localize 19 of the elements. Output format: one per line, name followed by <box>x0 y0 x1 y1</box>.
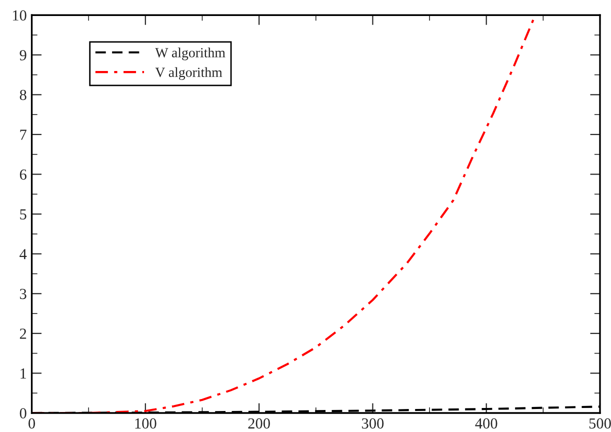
x-tick-label: 500 <box>589 418 611 429</box>
x-tick-label: 100 <box>135 418 156 429</box>
y-tick-label: 2 <box>20 328 26 339</box>
x-tick-label: 0 <box>28 418 36 429</box>
y-tick-label: 3 <box>20 288 26 300</box>
y-tick-label: 5 <box>20 209 26 220</box>
y-tick-label: 10 <box>12 10 26 21</box>
y-tick-label: 0 <box>20 408 26 418</box>
y-tick-label: 8 <box>20 90 26 100</box>
y-tick-label: 6 <box>20 169 26 180</box>
x-tick-label: 300 <box>362 418 384 429</box>
legend-label: W algorithm <box>155 48 226 60</box>
y-tick-label: 7 <box>20 130 26 140</box>
x-tick-label: 400 <box>475 418 498 429</box>
legend-label: V algorithm <box>155 67 222 80</box>
x-tick-label: 200 <box>248 418 270 429</box>
y-tick-label: 1 <box>20 368 26 379</box>
y-tick-label: 4 <box>20 249 27 260</box>
y-tick-label: 9 <box>20 50 26 60</box>
